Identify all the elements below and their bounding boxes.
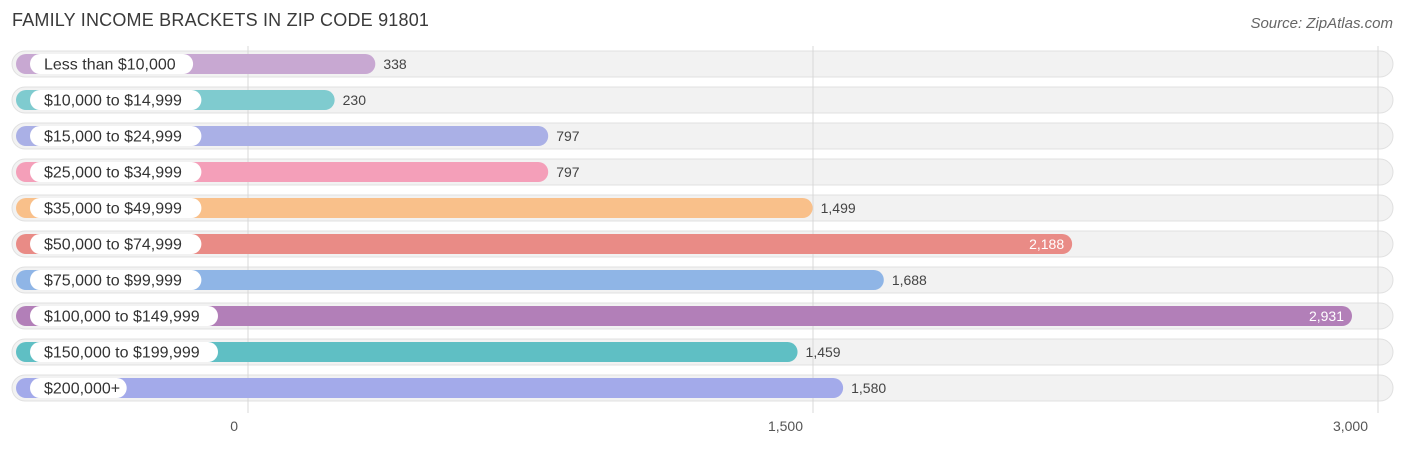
x-tick-label: 1,500 (768, 418, 803, 434)
x-tick-label: 3,000 (1333, 418, 1368, 434)
row-background (11, 86, 1394, 114)
category-label: $25,000 to $34,999 (44, 165, 182, 182)
category-label: $150,000 to $199,999 (44, 345, 200, 362)
category-label: $100,000 to $149,999 (44, 309, 200, 326)
value-label: 338 (383, 56, 407, 72)
category-pill (30, 54, 194, 74)
category-label: $50,000 to $74,999 (44, 237, 182, 254)
bar (16, 198, 813, 218)
value-label: 1,688 (892, 272, 927, 288)
value-label: 797 (556, 128, 580, 144)
value-label: 1,459 (806, 344, 841, 360)
value-label: 230 (343, 92, 367, 108)
category-pill (30, 234, 202, 254)
value-label: 2,931 (1309, 308, 1344, 324)
category-pill (30, 270, 202, 290)
chart-title: FAMILY INCOME BRACKETS IN ZIP CODE 91801 (12, 10, 430, 30)
x-tick-label: 0 (230, 418, 238, 434)
category-pill (30, 126, 202, 146)
bar (16, 270, 884, 290)
bar (16, 234, 1073, 254)
category-pill (30, 198, 202, 218)
category-label: $200,000+ (44, 381, 120, 398)
bar (16, 378, 844, 398)
category-label: Less than $10,000 (44, 57, 176, 74)
value-label: 2,188 (1029, 236, 1064, 252)
bar (16, 306, 1353, 326)
category-label: $75,000 to $99,999 (44, 273, 182, 290)
value-label: 1,580 (851, 380, 886, 396)
category-label: $35,000 to $49,999 (44, 201, 182, 218)
value-label: 797 (556, 164, 580, 180)
category-pill (30, 162, 202, 182)
category-label: $10,000 to $14,999 (44, 93, 182, 110)
category-pill (30, 342, 218, 362)
source-label: Source: ZipAtlas.com (1250, 15, 1393, 32)
value-label: 1,499 (821, 200, 856, 216)
category-pill (30, 90, 202, 110)
category-pill (30, 306, 218, 326)
category-pill (30, 378, 127, 398)
category-label: $15,000 to $24,999 (44, 129, 182, 146)
